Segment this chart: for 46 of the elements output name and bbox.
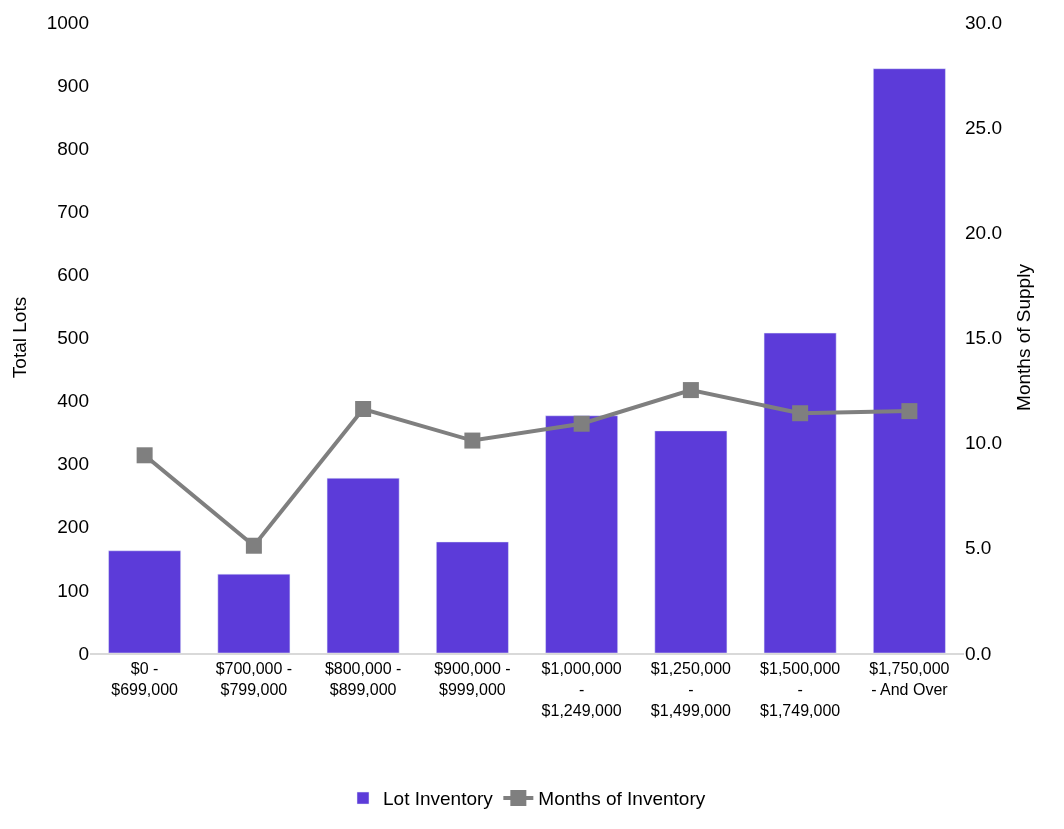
x-tick-label: $1,500,000 - $1,749,000 [760,659,841,719]
point [464,432,481,449]
y-tick-label: 300 [57,453,89,475]
y2-tick-label: 20.0 [965,221,1002,243]
y2-tick-label: 15.0 [965,327,1002,349]
y-tick-label: 700 [57,200,89,222]
y-tick-label: 0 [78,642,89,664]
x-tick-label: $900,000 - $999,000 [434,659,511,698]
point [682,382,699,399]
point [573,415,590,432]
point [136,447,153,464]
bar [326,477,400,653]
y2-tick-label: 0.0 [965,642,992,664]
x-tick-label: $0 - $699,000 [111,659,179,698]
y2-tick-label: 10.0 [965,432,1002,454]
y-tick-label: 900 [57,74,89,96]
bar [217,573,291,653]
y-tick-label: 100 [57,579,89,601]
point [245,537,262,554]
bar [436,541,509,653]
y2-tick-label: 25.0 [965,116,1002,138]
y-tick-label: 400 [57,390,89,412]
bar [545,415,618,653]
y2-axis-title: Months of Supply [1012,263,1034,411]
y-tick-label: 500 [57,327,89,349]
y-tick-label: 200 [57,516,89,538]
x-tick-label: $1,750,000 - And Over [869,659,950,698]
y-tick-label: 800 [57,137,89,159]
y-tick-label: 600 [57,264,89,286]
point [901,403,918,420]
x-tick-label: $1,250,000 - $1,499,000 [650,659,732,719]
y2-tick-label: 30.0 [965,11,1002,33]
y-tick-label: 1000 [46,11,89,33]
y2-tick-label: 5.0 [965,537,992,559]
bar [873,68,946,653]
bar [108,550,181,653]
x-tick-label: $1,000,000 - $1,249,000 [541,659,622,719]
x-tick-label: $700,000 - $799,000 [215,659,293,698]
bar [763,332,837,653]
point [355,401,372,418]
point [792,405,809,422]
legend-label: Months of Inventory [538,788,706,810]
legend-label: Lot Inventory [383,788,494,810]
x-tick-label: $800,000 - $899,000 [324,659,402,698]
bar [654,430,728,653]
y-axis-title: Total Lots [8,296,30,379]
